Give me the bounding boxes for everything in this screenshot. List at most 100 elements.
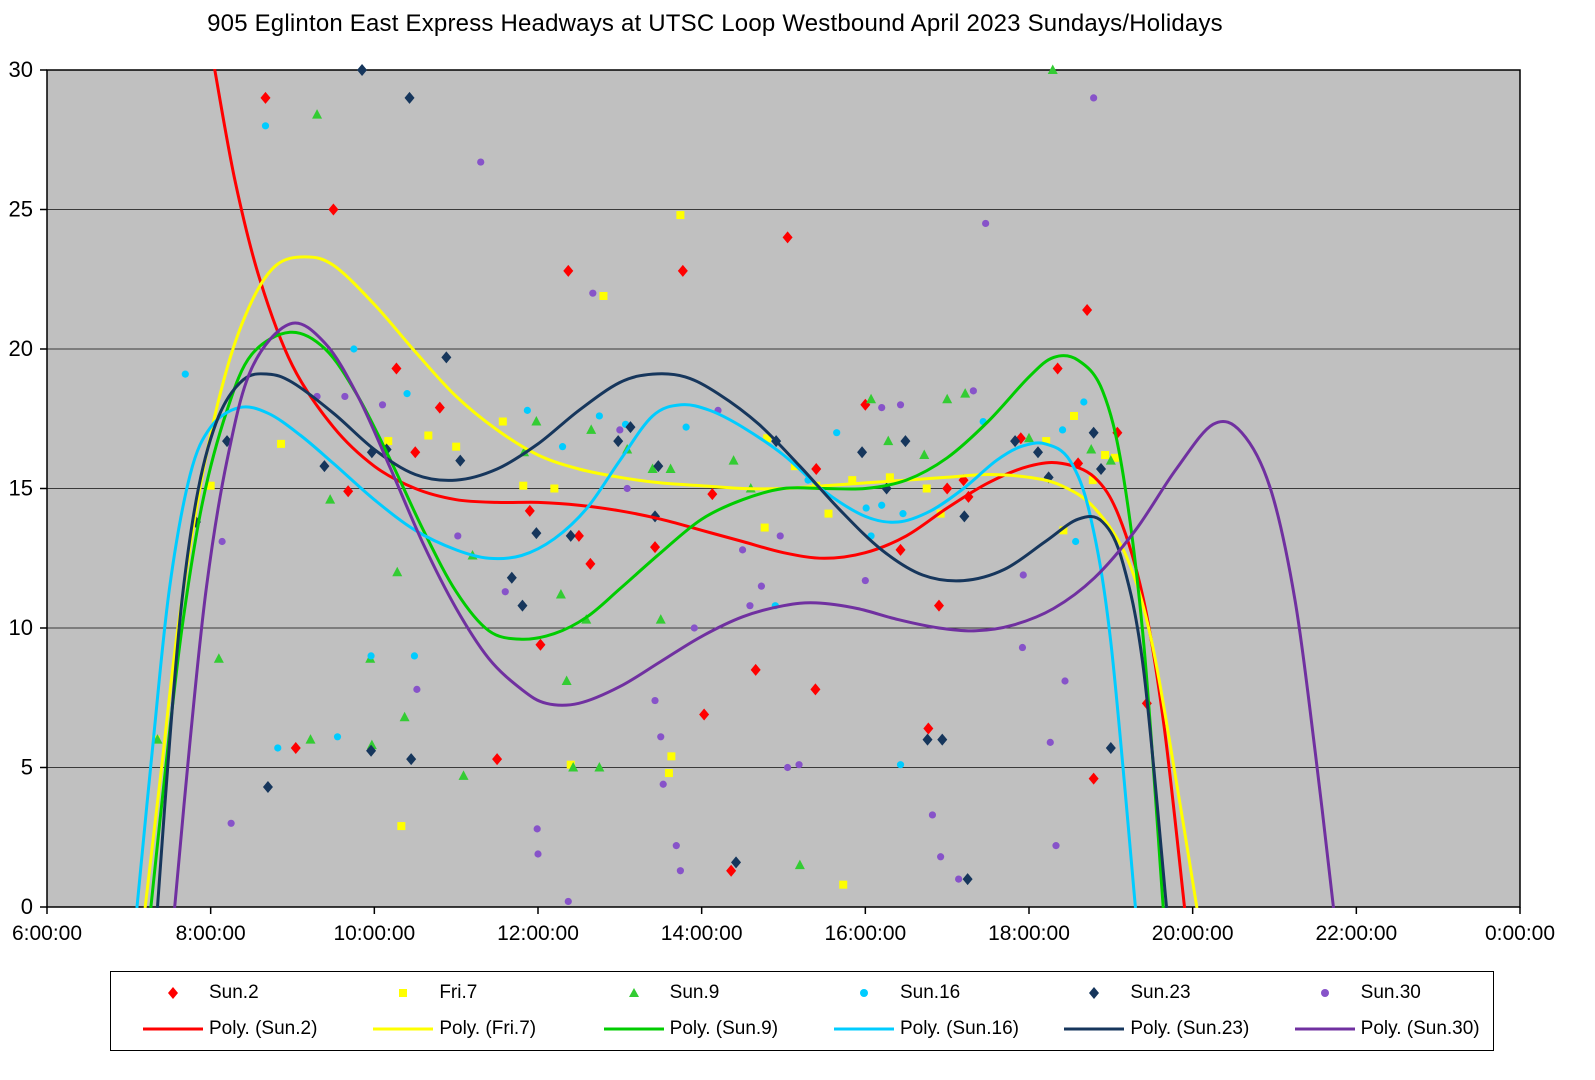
legend-label: Poly. (Fri.7): [439, 1018, 537, 1039]
data-point: [1010, 435, 1021, 448]
data-point: [676, 211, 685, 220]
data-point: [900, 435, 911, 448]
data-point: [533, 825, 541, 833]
data-point: [492, 753, 503, 766]
data-point: [883, 435, 894, 446]
data-point: [682, 423, 690, 431]
legend-item-sun-16: Sun.16: [802, 978, 1032, 1008]
data-point: [218, 537, 226, 546]
legend-line-swatch: [828, 1020, 900, 1038]
legend-line-swatch: [1058, 1020, 1130, 1038]
data-point: [746, 602, 754, 610]
data-point: [782, 231, 793, 244]
data-point: [1101, 451, 1110, 460]
data-point: [1070, 411, 1079, 420]
data-point: [955, 875, 963, 883]
data-point: [616, 426, 624, 434]
data-point: [1096, 462, 1107, 475]
data-point: [506, 571, 517, 584]
data-point: [227, 819, 235, 827]
x-tick-label: 16:00:00: [824, 922, 906, 945]
data-point: [586, 424, 597, 434]
data-point: [206, 481, 215, 490]
data-point: [501, 588, 509, 596]
data-point: [277, 439, 286, 448]
data-point: [1105, 455, 1116, 465]
data-point: [677, 264, 688, 277]
x-tick-label: 10:00:00: [333, 922, 415, 945]
legend-label: Sun.9: [669, 982, 720, 1003]
trendline-poly-sun-23: [156, 372, 1168, 908]
data-point: [962, 873, 973, 886]
data-point: [357, 64, 368, 76]
data-point: [531, 416, 542, 426]
data-point: [350, 345, 358, 353]
data-point: [384, 437, 393, 446]
data-point: [594, 762, 605, 772]
data-point: [305, 734, 316, 744]
data-point: [928, 811, 937, 819]
data-point: [366, 744, 377, 757]
data-point: [667, 752, 676, 761]
legend-circle-icon: [1289, 985, 1361, 1001]
data-point: [535, 638, 546, 651]
data-point: [623, 484, 631, 493]
y-tick-label: 10: [9, 615, 33, 640]
data-point: [399, 711, 410, 722]
data-point: [424, 431, 433, 440]
legend-label: Poly. (Sun.9): [669, 1018, 779, 1039]
data-point: [878, 501, 886, 509]
data-point: [410, 446, 421, 459]
data-point: [676, 867, 684, 875]
data-point: [699, 708, 710, 721]
data-point: [534, 850, 542, 858]
data-point: [810, 683, 821, 696]
data-point: [665, 463, 676, 473]
data-point: [726, 864, 737, 877]
data-point: [343, 485, 354, 498]
data-point: [1080, 398, 1088, 406]
data-point: [896, 761, 905, 769]
data-point: [763, 434, 772, 443]
data-point: [1090, 94, 1098, 102]
data-point: [434, 401, 445, 414]
data-point: [392, 566, 403, 577]
legend-diamond-icon: [1058, 985, 1130, 1001]
legend-circle-icon: [828, 985, 900, 1001]
data-point: [558, 443, 567, 451]
data-point: [613, 435, 624, 448]
y-tick-label: 5: [21, 755, 33, 780]
y-tick-label: 25: [9, 197, 33, 222]
data-point: [959, 510, 970, 523]
legend-item-poly-sun-23: Poly. (Sun.23): [1032, 1014, 1262, 1044]
trendline-poly-sun-30: [173, 321, 1335, 908]
data-point: [672, 842, 680, 850]
x-tick-label: 0:00:00: [1485, 922, 1555, 945]
legend-row-series: Sun.2 Fri.7 Sun.9 Sun.16 Sun.23 Sun.30: [111, 978, 1493, 1008]
data-point: [895, 543, 906, 556]
data-point: [728, 455, 739, 465]
legend-line-swatch: [598, 1020, 670, 1038]
data-point: [795, 761, 803, 769]
data-point: [960, 388, 971, 398]
trendline-poly-sun-9: [149, 330, 1165, 908]
data-point: [1086, 443, 1097, 454]
data-point: [861, 576, 869, 585]
data-point: [731, 856, 742, 869]
data-point: [1018, 643, 1027, 652]
data-point: [1033, 446, 1044, 459]
data-point: [341, 392, 349, 401]
data-point: [568, 762, 579, 772]
data-point: [922, 733, 933, 746]
data-point: [1059, 526, 1068, 535]
data-point: [1088, 426, 1099, 439]
data-point: [982, 219, 990, 228]
legend-line-swatch: [137, 1020, 209, 1038]
data-point: [413, 685, 421, 693]
legend-item-poly-fri-7: Poly. (Fri.7): [341, 1014, 571, 1044]
legend-item-sun-2: Sun.2: [111, 978, 341, 1008]
legend-label: Poly. (Sun.23): [1130, 1018, 1250, 1039]
data-point: [260, 91, 271, 104]
data-point: [878, 403, 886, 412]
series-sun-23: [190, 64, 1116, 886]
